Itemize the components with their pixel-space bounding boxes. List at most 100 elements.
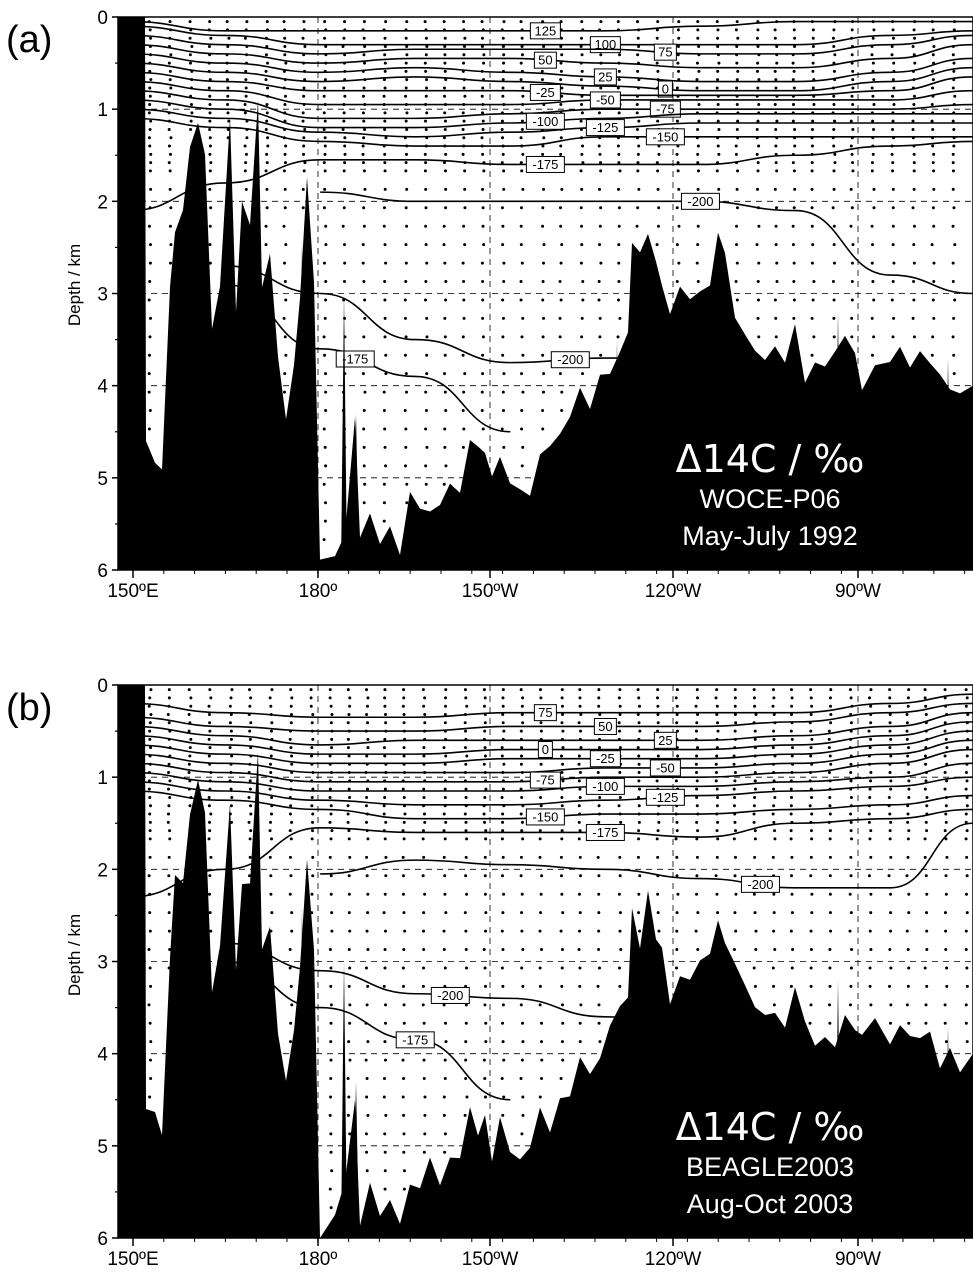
- station-dot: [597, 111, 601, 115]
- contour-label-box: [529, 83, 561, 101]
- station-dot: [249, 721, 253, 725]
- station-dot: [597, 696, 601, 700]
- station-dot: [226, 44, 230, 48]
- station-dot: [559, 144, 563, 148]
- station-dot: [265, 152, 269, 156]
- station-dot: [289, 984, 293, 988]
- station-dot: [810, 144, 814, 148]
- station-dot: [716, 837, 720, 841]
- station-dot: [637, 119, 641, 123]
- station-dot: [502, 892, 506, 896]
- station-dot: [443, 712, 447, 716]
- station-dot: [931, 298, 935, 302]
- station-dot: [952, 316, 956, 320]
- station-dot: [598, 316, 602, 320]
- station-dot: [501, 1021, 505, 1025]
- station-dot: [481, 127, 485, 131]
- station-dot: [850, 298, 854, 302]
- station-dot: [675, 119, 679, 123]
- station-dot: [168, 779, 172, 783]
- station-dot: [404, 119, 408, 123]
- station-dot: [502, 20, 506, 24]
- station-dot: [482, 61, 486, 65]
- station-dot: [208, 136, 212, 140]
- xtick-label: 180º: [299, 1249, 338, 1270]
- station-dot: [618, 729, 622, 733]
- station-dot: [501, 316, 505, 320]
- station-dot: [596, 771, 600, 775]
- station-dot: [302, 144, 306, 148]
- station-dot: [849, 874, 853, 878]
- station-dot: [945, 779, 949, 783]
- station-dot: [341, 224, 345, 228]
- station-dot: [443, 169, 447, 173]
- station-dot: [906, 704, 910, 708]
- station-dot: [289, 804, 293, 808]
- panel-a-annotation-line2: May-July 1992: [682, 521, 858, 551]
- contour-label-text: 0: [662, 82, 669, 97]
- station-dot: [931, 127, 935, 131]
- station-dot: [811, 86, 815, 90]
- station-dot: [364, 1132, 368, 1136]
- station-dot: [735, 224, 739, 228]
- station-dot: [188, 804, 192, 808]
- station-dot: [791, 161, 795, 165]
- station-dot: [166, 712, 170, 716]
- station-dot: [849, 762, 853, 766]
- station-dot: [501, 911, 505, 915]
- station-dot: [402, 1113, 406, 1117]
- station-dot: [329, 1206, 333, 1210]
- station-dot: [912, 335, 916, 339]
- station-dot: [148, 696, 152, 700]
- station-dot: [828, 984, 832, 988]
- station-dot: [951, 161, 955, 165]
- station-dot: [943, 1021, 947, 1025]
- station-dot: [167, 855, 171, 859]
- seamount: [341, 961, 347, 1238]
- station-dot: [207, 712, 211, 716]
- station-dot: [521, 1040, 525, 1044]
- ytick-label: 1: [97, 768, 108, 789]
- station-dot: [715, 712, 719, 716]
- station-dot: [362, 224, 366, 228]
- station-dot: [520, 820, 524, 824]
- station-dot: [424, 206, 428, 210]
- station-dot: [425, 445, 429, 449]
- station-dot: [289, 704, 293, 708]
- seamount: [835, 311, 841, 570]
- station-dot: [925, 984, 929, 988]
- station-dot: [462, 298, 466, 302]
- station-dot: [931, 78, 935, 82]
- station-dot: [717, 61, 721, 65]
- station-dot: [365, 1169, 369, 1173]
- station-dot: [168, 169, 172, 173]
- station-dot: [580, 152, 584, 156]
- station-dot: [248, 874, 252, 878]
- station-dot: [892, 261, 896, 265]
- station-dot: [329, 704, 333, 708]
- station-dot: [580, 69, 584, 73]
- station-dot: [519, 874, 523, 878]
- station-dot: [580, 53, 584, 57]
- station-dot: [809, 688, 813, 692]
- station-dot: [597, 746, 601, 750]
- station-dot: [422, 795, 426, 799]
- station-dot: [792, 86, 796, 90]
- station-dot: [501, 136, 505, 140]
- station-dot: [735, 243, 739, 247]
- station-dot: [465, 892, 469, 896]
- station-dot: [675, 911, 679, 915]
- station-dot: [384, 261, 388, 265]
- station-dot: [309, 688, 313, 692]
- station-dot: [425, 111, 429, 115]
- station-dot: [541, 224, 545, 228]
- station-dot: [330, 712, 334, 716]
- station-dot: [810, 127, 814, 131]
- station-dot: [404, 169, 408, 173]
- station-dot: [559, 874, 563, 878]
- station-dot: [402, 1021, 406, 1025]
- station-dot: [463, 372, 467, 376]
- station-dot: [944, 874, 948, 878]
- station-dot: [520, 746, 524, 750]
- station-dot: [851, 78, 855, 82]
